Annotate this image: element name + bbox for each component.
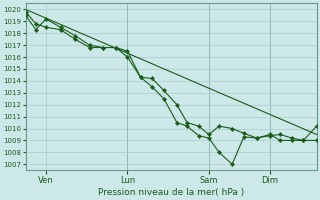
X-axis label: Pression niveau de la mer( hPa ): Pression niveau de la mer( hPa ): [98, 188, 244, 197]
